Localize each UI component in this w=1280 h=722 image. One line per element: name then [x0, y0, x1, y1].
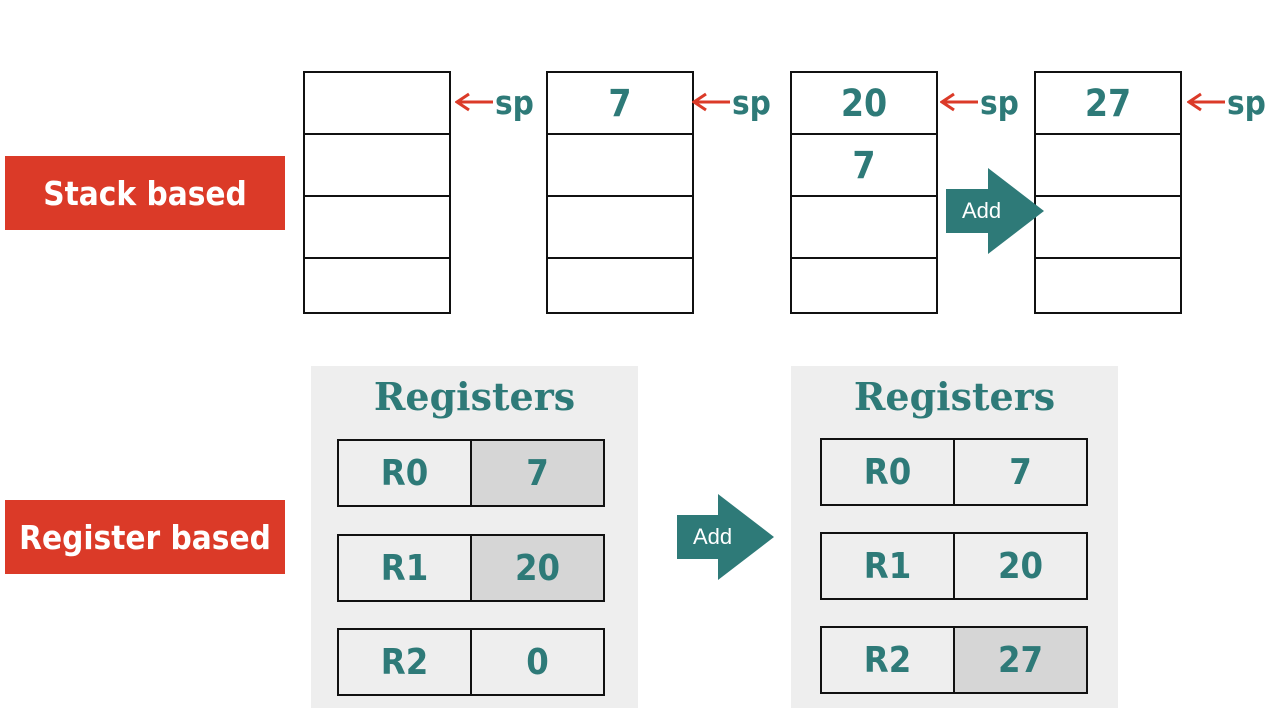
register-value: 7: [472, 441, 603, 505]
left-arrow-icon: [455, 92, 493, 112]
register-name: R0: [339, 441, 472, 505]
stack-cell: [305, 197, 449, 259]
register-name: R1: [339, 536, 472, 600]
stack-cell: 20: [792, 73, 936, 135]
register-row-r0: R0 7: [820, 438, 1088, 506]
stack-cell: [1036, 135, 1180, 197]
stack-cell: [1036, 259, 1180, 319]
stack-state-4: 27: [1034, 71, 1182, 314]
sp-label: sp: [1227, 83, 1266, 122]
add-label: Add: [693, 524, 732, 550]
stack-state-1: [303, 71, 451, 314]
registers-title: Registers: [311, 374, 638, 419]
stack-cell: [548, 135, 692, 197]
stack-pointer-3: sp: [940, 84, 1019, 120]
stack-state-3: 20 7: [790, 71, 938, 314]
registers-after-panel: Registers R0 7 R1 20 R2 27: [791, 366, 1118, 708]
stack-cell: [548, 259, 692, 319]
register-name: R2: [822, 628, 955, 692]
register-name: R2: [339, 630, 472, 694]
stack-pointer-4: sp: [1187, 84, 1266, 120]
stack-cell: 7: [792, 135, 936, 197]
register-row-r0: R0 7: [337, 439, 605, 507]
add-label: Add: [962, 198, 1001, 224]
stack-pointer-1: sp: [455, 84, 534, 120]
add-arrow-stack: Add: [946, 168, 1044, 254]
register-value: 7: [955, 440, 1086, 504]
stack-cell: [305, 73, 449, 135]
sp-label: sp: [732, 83, 771, 122]
stack-cell: [305, 135, 449, 197]
register-value: 0: [472, 630, 603, 694]
left-arrow-icon: [940, 92, 978, 112]
register-row-r2: R2 27: [820, 626, 1088, 694]
stack-cell: 7: [548, 73, 692, 135]
add-arrow-register: Add: [677, 494, 774, 580]
stack-state-2: 7: [546, 71, 694, 314]
left-arrow-icon: [692, 92, 730, 112]
stack-cell: 27: [1036, 73, 1180, 135]
register-based-label: Register based: [5, 500, 285, 574]
register-row-r1: R1 20: [337, 534, 605, 602]
registers-before-panel: Registers R0 7 R1 20 R2 0: [311, 366, 638, 708]
stack-cell: [305, 259, 449, 319]
stack-based-label: Stack based: [5, 156, 285, 230]
stack-cell: [548, 197, 692, 259]
register-value: 27: [955, 628, 1086, 692]
register-value: 20: [472, 536, 603, 600]
register-row-r2: R2 0: [337, 628, 605, 696]
stack-pointer-2: sp: [692, 84, 771, 120]
register-value: 20: [955, 534, 1086, 598]
left-arrow-icon: [1187, 92, 1225, 112]
register-row-r1: R1 20: [820, 532, 1088, 600]
sp-label: sp: [495, 83, 534, 122]
stack-cell: [792, 259, 936, 319]
stack-cell: [792, 197, 936, 259]
register-name: R0: [822, 440, 955, 504]
sp-label: sp: [980, 83, 1019, 122]
registers-title: Registers: [791, 374, 1118, 419]
stack-cell: [1036, 197, 1180, 259]
register-name: R1: [822, 534, 955, 598]
